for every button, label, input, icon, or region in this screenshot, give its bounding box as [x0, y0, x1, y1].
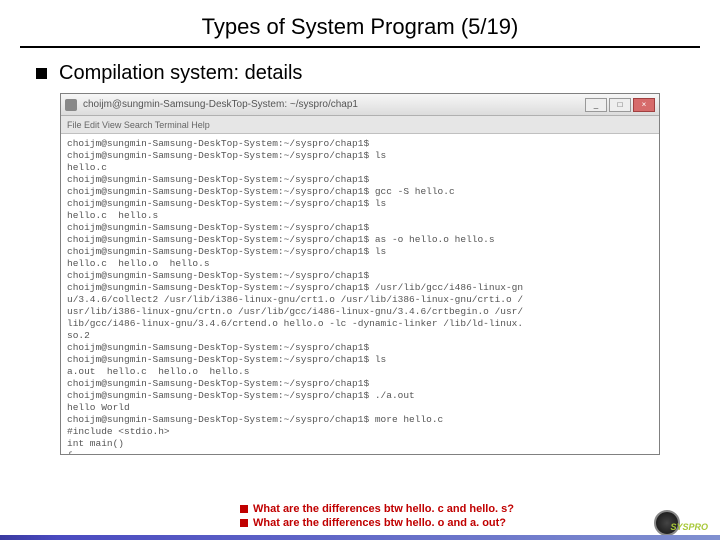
terminal-line: hello.c: [67, 162, 653, 174]
bullet-text: Compilation system: details: [59, 62, 302, 85]
menu-bar[interactable]: File Edit View Search Terminal Help: [61, 116, 659, 134]
terminal-line: hello.c hello.o hello.s: [67, 258, 653, 270]
terminal-line: choijm@sungmin-Samsung-DeskTop-System:~/…: [67, 234, 653, 246]
title-underline: [20, 46, 700, 48]
close-button[interactable]: ×: [633, 98, 655, 112]
terminal-line: choijm@sungmin-Samsung-DeskTop-System:~/…: [67, 390, 653, 402]
terminal-line: so.2: [67, 330, 653, 342]
terminal-line: usr/lib/i386-linux-gnu/crtn.o /usr/lib/g…: [67, 306, 653, 318]
main-bullet-row: Compilation system: details: [0, 62, 720, 85]
terminal-line: choijm@sungmin-Samsung-DeskTop-System:~/…: [67, 198, 653, 210]
window-title: choijm@sungmin-Samsung-DeskTop-System: ~…: [83, 99, 583, 110]
square-bullet-icon: [36, 68, 47, 79]
terminal-line: int main(): [67, 438, 653, 450]
terminal-line: choijm@sungmin-Samsung-DeskTop-System:~/…: [67, 186, 653, 198]
terminal-line: choijm@sungmin-Samsung-DeskTop-System:~/…: [67, 414, 653, 426]
terminal-line: #include <stdio.h>: [67, 426, 653, 438]
terminal-line: choijm@sungmin-Samsung-DeskTop-System:~/…: [67, 270, 653, 282]
square-bullet-icon: [240, 505, 248, 513]
terminal-line: choijm@sungmin-Samsung-DeskTop-System:~/…: [67, 342, 653, 354]
question-1-text: What are the differences btw hello. c an…: [253, 502, 514, 516]
terminal-line: lib/gcc/i486-linux-gnu/3.4.6/crtend.o he…: [67, 318, 653, 330]
terminal-line: choijm@sungmin-Samsung-DeskTop-System:~/…: [67, 378, 653, 390]
titlebar: choijm@sungmin-Samsung-DeskTop-System: ~…: [61, 94, 659, 116]
questions-block: What are the differences btw hello. c an…: [240, 502, 514, 530]
bottom-accent-bar: [0, 535, 720, 540]
slide-title: Types of System Program (5/19): [0, 0, 720, 46]
terminal-line: {: [67, 450, 653, 454]
terminal-line: choijm@sungmin-Samsung-DeskTop-System:~/…: [67, 222, 653, 234]
question-2: What are the differences btw hello. o an…: [240, 516, 514, 530]
terminal-line: choijm@sungmin-Samsung-DeskTop-System:~/…: [67, 354, 653, 366]
terminal-line: choijm@sungmin-Samsung-DeskTop-System:~/…: [67, 138, 653, 150]
terminal-line: choijm@sungmin-Samsung-DeskTop-System:~/…: [67, 174, 653, 186]
terminal-window: choijm@sungmin-Samsung-DeskTop-System: ~…: [60, 93, 660, 455]
terminal-line: choijm@sungmin-Samsung-DeskTop-System:~/…: [67, 150, 653, 162]
square-bullet-icon: [240, 519, 248, 527]
terminal-line: hello.c hello.s: [67, 210, 653, 222]
terminal-line: choijm@sungmin-Samsung-DeskTop-System:~/…: [67, 282, 653, 294]
question-1: What are the differences btw hello. c an…: [240, 502, 514, 516]
terminal-line: a.out hello.c hello.o hello.s: [67, 366, 653, 378]
terminal-line: choijm@sungmin-Samsung-DeskTop-System:~/…: [67, 246, 653, 258]
terminal-line: u/3.4.6/collect2 /usr/lib/i386-linux-gnu…: [67, 294, 653, 306]
terminal-body[interactable]: choijm@sungmin-Samsung-DeskTop-System:~/…: [61, 134, 659, 454]
terminal-icon: [65, 99, 77, 111]
minimize-button[interactable]: _: [585, 98, 607, 112]
terminal-line: hello World: [67, 402, 653, 414]
question-2-text: What are the differences btw hello. o an…: [253, 516, 506, 530]
logo-text: SYSPRO: [670, 522, 708, 532]
maximize-button[interactable]: □: [609, 98, 631, 112]
